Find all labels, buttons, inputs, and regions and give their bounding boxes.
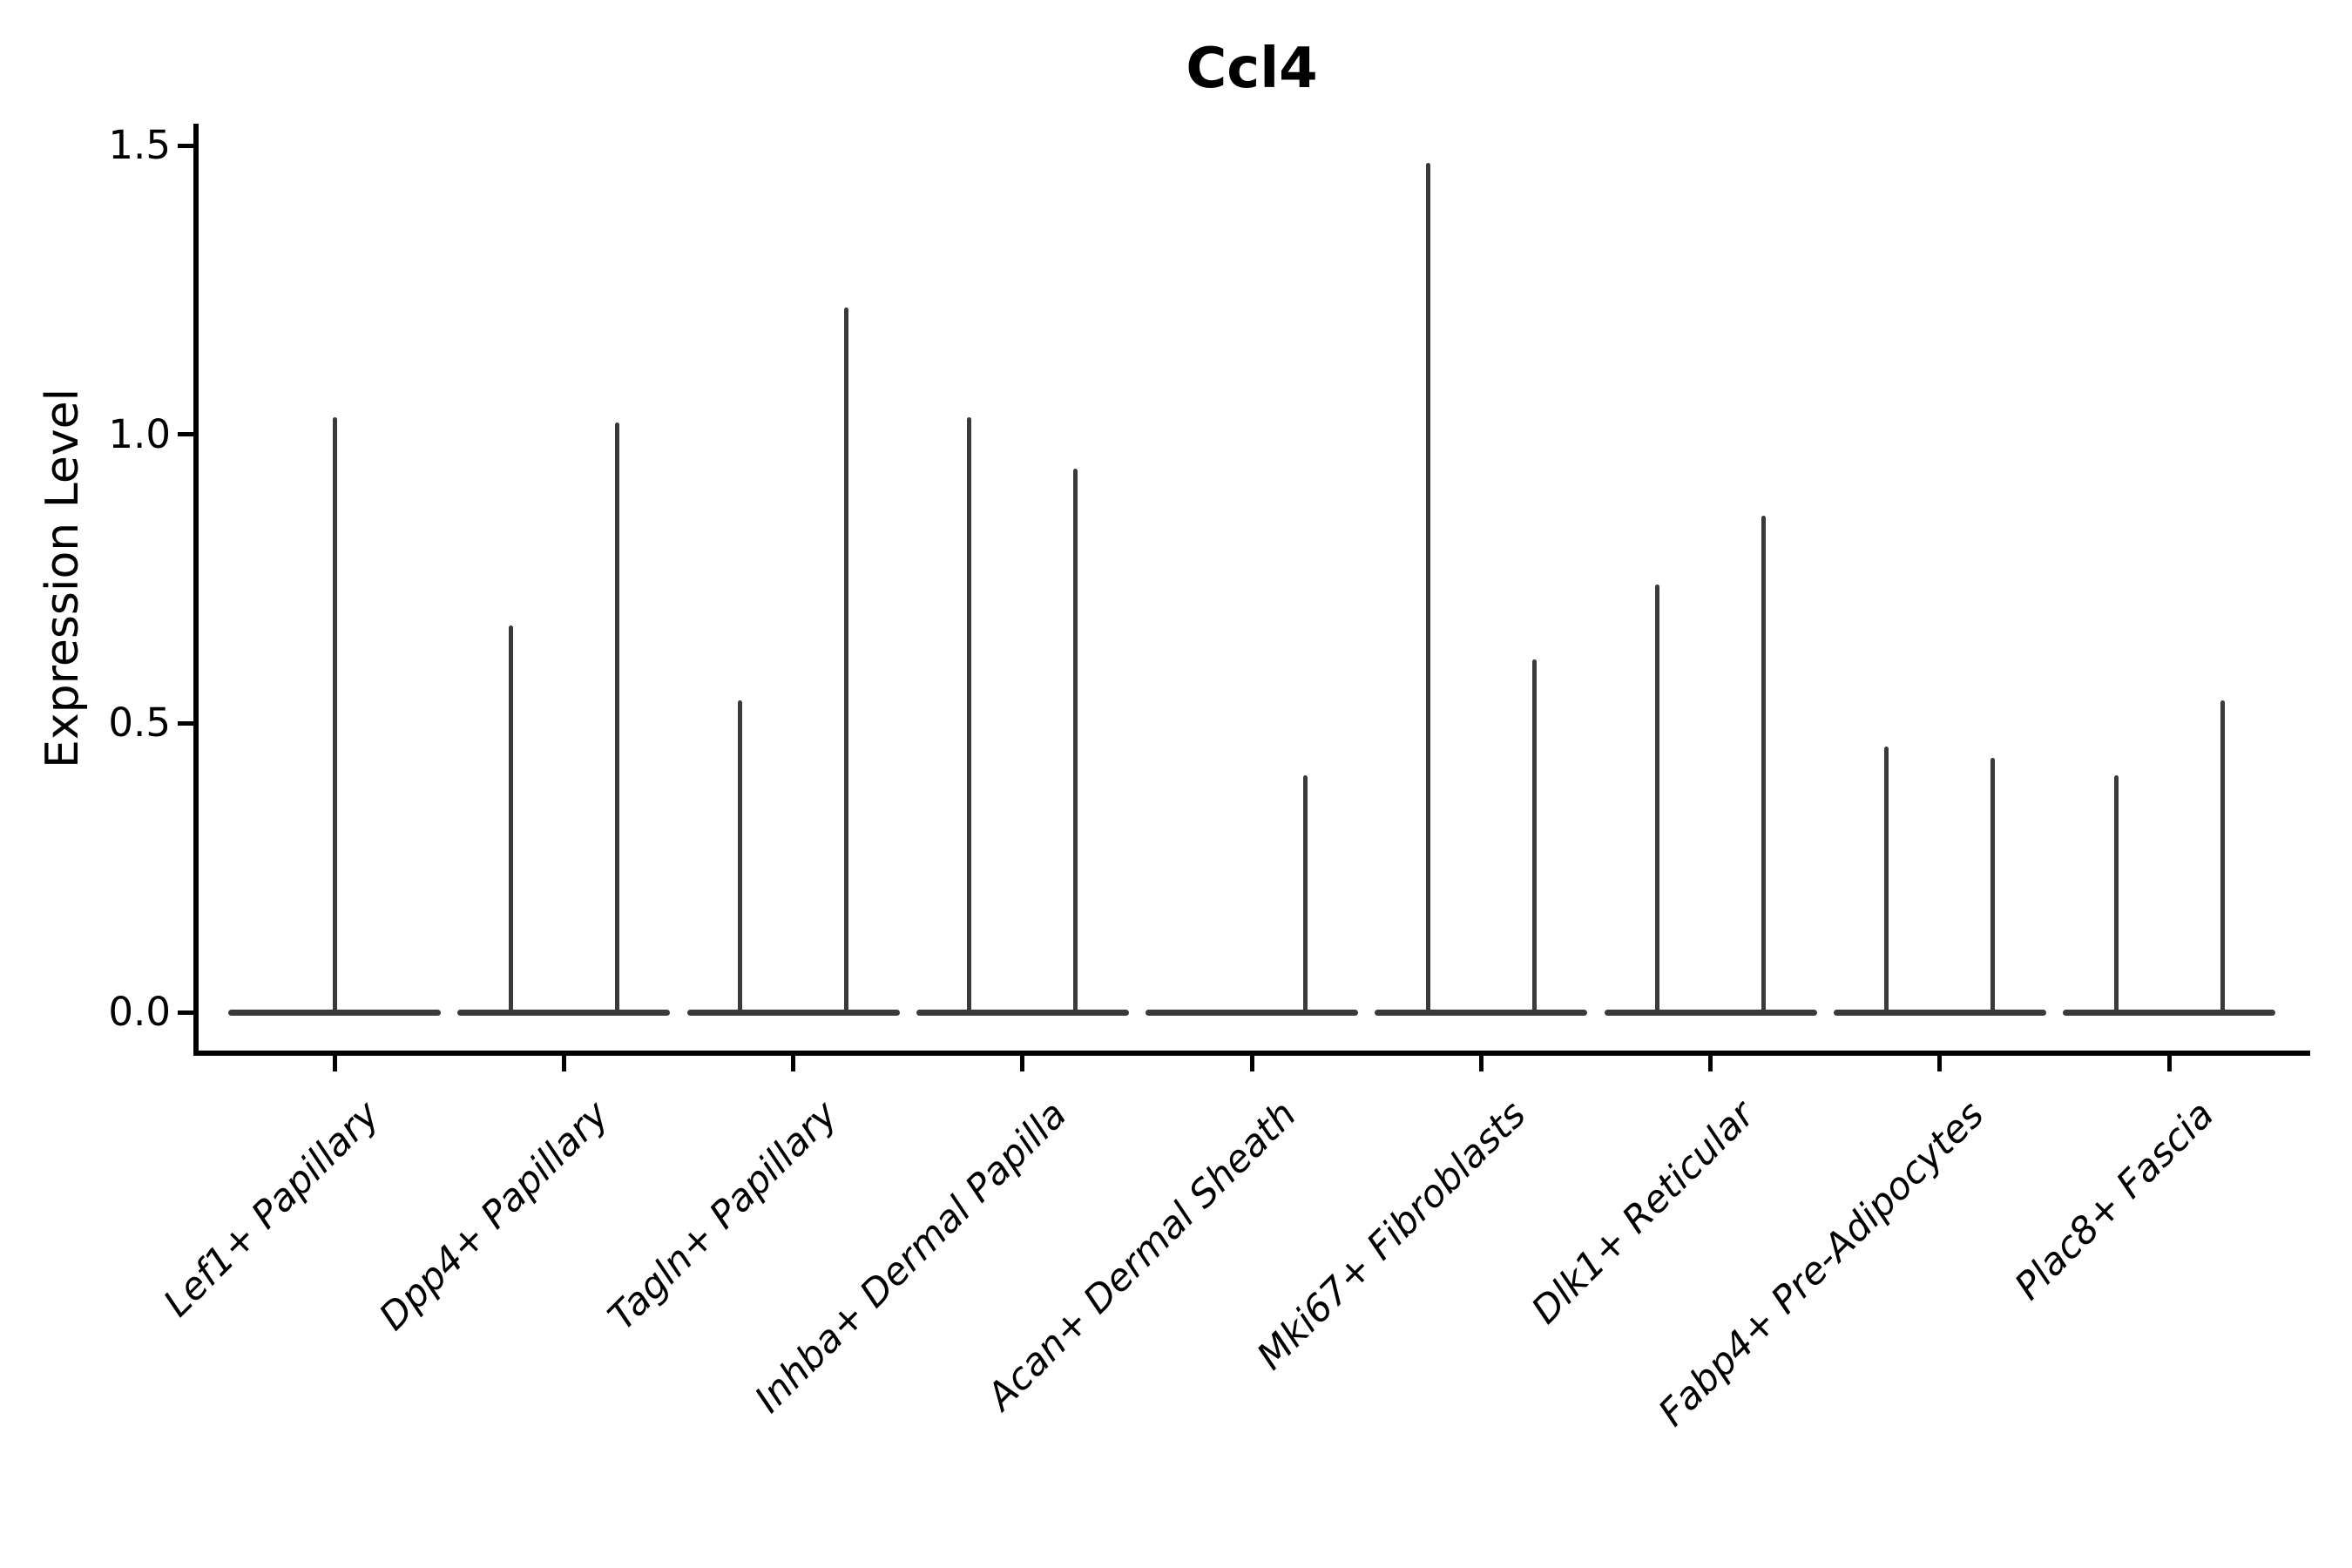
violin-spike bbox=[2113, 775, 2119, 1015]
x-tick-label: Mki67+ Fibroblasts bbox=[1248, 1092, 1535, 1379]
violin-spike bbox=[1990, 758, 1996, 1015]
violin-baseline bbox=[1375, 1009, 1588, 1016]
x-axis-tick bbox=[2166, 1056, 2172, 1071]
violin-baseline bbox=[686, 1009, 900, 1016]
violin-spike bbox=[1073, 469, 1078, 1015]
y-axis-tick bbox=[178, 432, 193, 437]
x-axis-tick bbox=[1937, 1056, 1943, 1071]
violin-spike bbox=[1761, 515, 1766, 1015]
x-tick-label: Plac8+ Fascia bbox=[2006, 1092, 2222, 1309]
x-tick-label: Lef1+ Papillary bbox=[155, 1092, 388, 1326]
violin-baseline bbox=[916, 1009, 1129, 1016]
x-axis-tick bbox=[1249, 1056, 1254, 1071]
violin-spike bbox=[1884, 746, 1889, 1015]
violin-baseline bbox=[1146, 1009, 1358, 1016]
y-axis-tick bbox=[178, 720, 193, 726]
plot-title: Ccl4 bbox=[1186, 37, 1318, 101]
violin-spike bbox=[738, 700, 742, 1015]
x-axis-tick bbox=[1478, 1056, 1484, 1071]
x-axis-tick bbox=[791, 1056, 795, 1071]
violin-baseline bbox=[1604, 1009, 1817, 1016]
x-axis-tick bbox=[1020, 1056, 1025, 1071]
violin-spike bbox=[614, 422, 619, 1015]
left-spine bbox=[193, 124, 199, 1056]
y-axis-tick bbox=[178, 1010, 193, 1015]
violin-baseline bbox=[2063, 1009, 2275, 1016]
violin-spike bbox=[332, 416, 337, 1015]
x-axis-tick bbox=[1708, 1056, 1713, 1071]
y-tick-label: 0.5 bbox=[108, 700, 171, 747]
violin-spike bbox=[967, 416, 972, 1015]
violin-baseline bbox=[457, 1009, 671, 1016]
violin-spike bbox=[844, 307, 848, 1015]
y-tick-label: 1.0 bbox=[108, 410, 171, 457]
violin-spike bbox=[1655, 585, 1659, 1015]
violin-spike bbox=[1302, 775, 1308, 1015]
violin-spike bbox=[1531, 659, 1537, 1015]
y-tick-label: 1.5 bbox=[108, 122, 171, 169]
x-axis-tick bbox=[332, 1056, 337, 1071]
x-tick-label: Dpp4+ Papillary bbox=[370, 1092, 618, 1340]
violin-spike bbox=[2220, 700, 2225, 1015]
x-tick-label: Tagln+ Papillary bbox=[600, 1092, 847, 1339]
x-axis-tick bbox=[561, 1056, 566, 1071]
violin-spike bbox=[508, 625, 513, 1015]
violin-spike bbox=[1425, 162, 1430, 1015]
y-tick-label: 0.0 bbox=[108, 989, 171, 1035]
bottom-spine bbox=[193, 1051, 2310, 1056]
violin-baseline bbox=[1833, 1009, 2046, 1016]
y-axis-tick bbox=[178, 143, 193, 148]
x-tick-label: Dlk1+ Reticular bbox=[1524, 1092, 1764, 1333]
